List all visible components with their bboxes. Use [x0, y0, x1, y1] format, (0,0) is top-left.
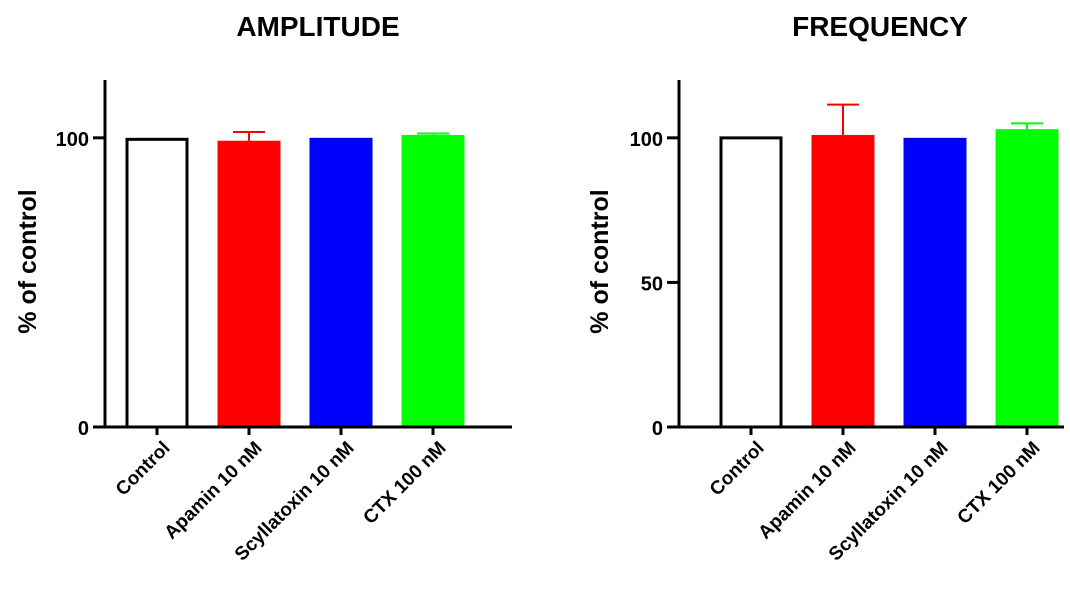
y-tick-label: 50 [641, 273, 663, 295]
bar [125, 137, 189, 429]
bar [811, 134, 875, 428]
chart-title: FREQUENCY [792, 11, 968, 42]
y-tick-label: 0 [652, 418, 663, 440]
bar [903, 137, 967, 428]
chart-title: AMPLITUDE [236, 11, 399, 42]
bar [217, 140, 281, 427]
x-tick-label: Apamin 10 nM [161, 438, 267, 544]
y-tick-label: 0 [78, 418, 89, 440]
bar [995, 129, 1059, 428]
x-tick-label: Control [112, 438, 175, 501]
bar [401, 134, 465, 428]
y-axis-label: % of control [586, 189, 614, 333]
y-tick-label: 100 [56, 129, 89, 151]
bar [719, 136, 783, 429]
x-tick-label: CTX 100 nM [954, 438, 1045, 529]
x-tick-label: CTX 100 nM [360, 438, 451, 529]
y-tick-label: 100 [630, 129, 663, 151]
y-axis-label: % of control [14, 189, 42, 333]
bar [309, 137, 373, 428]
x-tick-label: Control [706, 438, 769, 501]
x-tick-label: Apamin 10 nM [755, 438, 861, 544]
